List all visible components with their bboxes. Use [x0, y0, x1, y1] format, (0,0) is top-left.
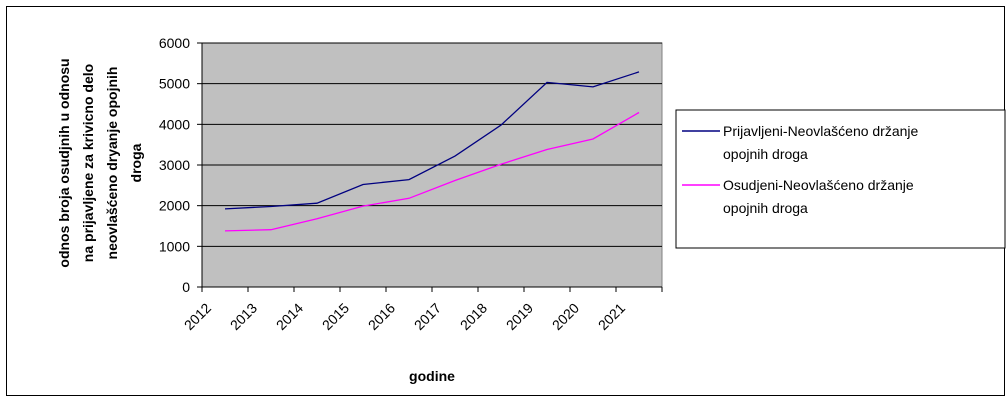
legend: Prijavljeni-Neovlašćeno držanje opojnih d… [682, 123, 919, 216]
y-tick-label: 5000 [159, 76, 190, 92]
y-tick-labels: 0 1000 2000 3000 4000 5000 6000 [159, 35, 190, 295]
y-axis-label-line: droga [128, 143, 144, 182]
x-tick-label: 2021 [595, 300, 628, 333]
legend-label-1: Prijavljeni-Neovlašćeno držanje [723, 123, 919, 139]
y-axis-label-line: odnos broja osudjnih u odnosu [56, 58, 72, 267]
x-tick-label: 2020 [549, 300, 582, 333]
x-tick-label: 2017 [411, 300, 444, 333]
legend-label-2: opojnih droga [723, 200, 808, 216]
y-tick-label: 4000 [159, 116, 190, 132]
x-tick-label: 2018 [457, 300, 490, 333]
legend-label-2: Osudjeni-Neovlašćeno držanje [723, 177, 914, 193]
x-tick-label: 2019 [503, 300, 536, 333]
y-tick-label: 0 [182, 279, 190, 295]
x-axis-label: godine [409, 368, 455, 384]
y-axis-label-line: na prijavljene za krivicno delo [80, 64, 96, 262]
series-lines [224, 71, 640, 232]
y-axis-label-line: neovlašćeno dryanje opojnih [104, 67, 120, 260]
series-line-1 [224, 71, 640, 210]
series-line-2 [224, 111, 640, 232]
y-tick-label: 3000 [159, 157, 190, 173]
x-tick-labels: 2012 2013 2014 2015 2016 2017 2018 2019 2020 2021 [181, 300, 628, 333]
x-tick-label: 2015 [319, 300, 352, 333]
legend-box [675, 109, 1006, 249]
x-tick-label: 2016 [365, 300, 398, 333]
y-tick-label: 2000 [159, 198, 190, 214]
y-tick-label: 6000 [159, 35, 190, 51]
x-tick-label: 2012 [181, 300, 214, 333]
legend-label-1: opojnih droga [723, 146, 808, 162]
axes [201, 43, 663, 292]
x-tick-label: 2014 [273, 300, 306, 333]
y-tick-label: 1000 [159, 238, 190, 254]
x-tick-label: 2013 [227, 300, 260, 333]
